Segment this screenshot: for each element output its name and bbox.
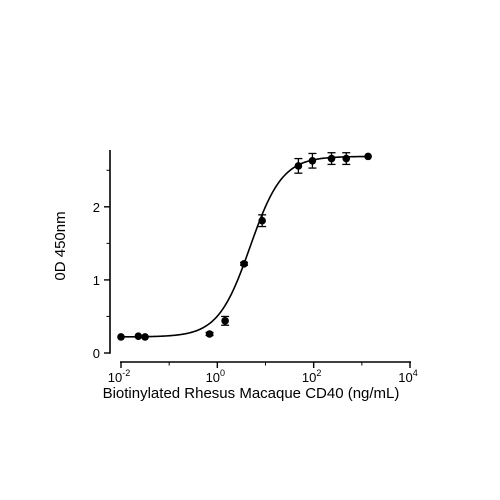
data-point: [141, 333, 149, 341]
data-point: [240, 260, 248, 268]
data-point: [364, 152, 372, 161]
data-point: [205, 330, 214, 338]
x-tick-exponent: 4: [413, 368, 418, 378]
y-axis-title: 0D 450nm: [52, 211, 69, 280]
x-tick-label: 104: [398, 368, 417, 385]
x-tick-base: 10: [398, 370, 412, 385]
x-tick-base: 10: [302, 370, 316, 385]
data-point: [294, 162, 303, 170]
fit-curve: [121, 155, 369, 338]
data-point: [221, 317, 229, 325]
data-points: [117, 152, 372, 341]
data-point: [308, 156, 317, 165]
x-tick-base: 10: [108, 370, 122, 385]
y-tick-label: 2: [93, 200, 100, 215]
x-tick-exponent: -2: [122, 368, 130, 378]
x-tick-label: 10-2: [108, 368, 130, 385]
data-point: [258, 216, 266, 225]
data-point: [342, 154, 351, 163]
x-tick-exponent: 0: [220, 368, 225, 378]
data-point: [134, 332, 143, 340]
y-tick-label: 0: [93, 346, 100, 361]
x-tick-label: 102: [302, 368, 321, 385]
x-tick-label: 100: [206, 368, 225, 385]
y-tick-label: 1: [93, 273, 100, 288]
x-tick-base: 10: [206, 370, 220, 385]
data-point: [117, 333, 125, 341]
x-axis-title: Biotinylated Rhesus Macaque CD40 (ng/mL): [103, 385, 400, 402]
fit-curve-group: [121, 155, 369, 338]
data-point: [327, 154, 336, 163]
x-tick-exponent: 2: [316, 368, 321, 378]
